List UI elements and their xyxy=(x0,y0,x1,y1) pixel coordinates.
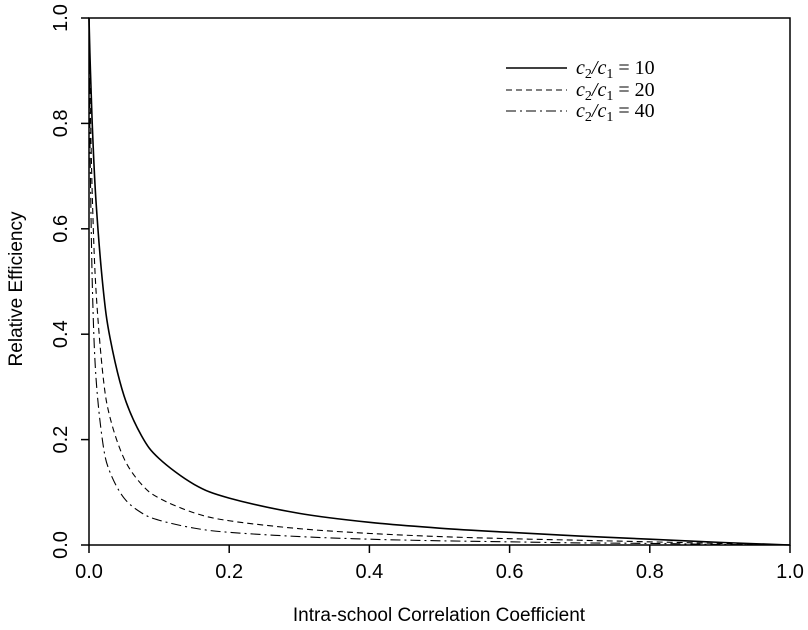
x-tick-label: 1.0 xyxy=(776,561,804,583)
x-tick-label: 0.2 xyxy=(215,561,243,583)
x-tick-label: 0.6 xyxy=(496,561,524,583)
x-tick-label: 0.8 xyxy=(636,561,664,583)
y-tick-label: 0.8 xyxy=(50,109,72,137)
axes: 0.0 0.2 0.4 0.6 0.8 1.0 0.0 0.2 0.4 0.6 0.8 1.0 xyxy=(50,4,804,583)
plot-frame xyxy=(88,17,791,546)
series-line-2 xyxy=(88,17,791,546)
y-tick-label: 0.6 xyxy=(50,215,72,243)
legend-label-2: c2/c1 = 20 xyxy=(576,79,655,104)
y-tick-label: 0.0 xyxy=(50,531,72,559)
y-tick-label: 1.0 xyxy=(50,4,72,32)
legend-label-1: c2/c1 = 10 xyxy=(576,57,655,82)
series-line-1 xyxy=(88,17,791,546)
x-axis-title: Intra-school Correlation Coefficient xyxy=(293,605,586,626)
y-tick-label: 0.2 xyxy=(50,426,72,454)
legend-label-3: c2/c1 = 40 xyxy=(576,100,655,125)
series-line-3 xyxy=(88,17,791,546)
y-tick-label: 0.4 xyxy=(50,320,72,348)
series-layer xyxy=(88,17,791,546)
x-tick-label: 0.0 xyxy=(75,561,103,583)
y-axis-title: Relative Efficiency xyxy=(6,211,27,366)
x-tick-label: 0.4 xyxy=(355,561,383,583)
